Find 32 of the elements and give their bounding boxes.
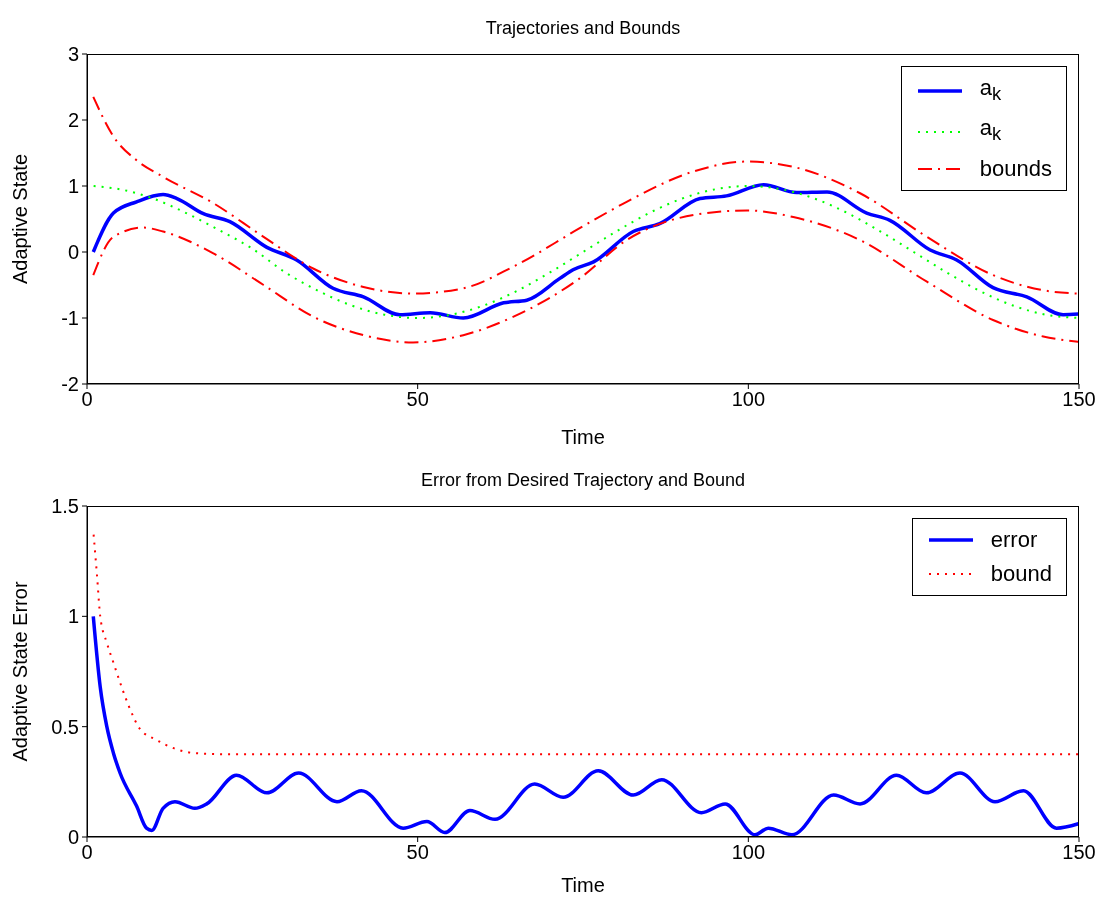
- y-tick-label: 1: [67, 605, 79, 628]
- x-axis-title: Time: [561, 426, 605, 448]
- line-series: [92, 209, 1079, 344]
- y-tick-label: 1: [67, 175, 79, 198]
- y-axis-title: Adaptive State: [9, 153, 32, 285]
- legend-label: a$_{k}$: [979, 74, 1002, 107]
- y-tick-label: 1.5: [51, 495, 79, 518]
- chart-title: Error from Desired Trajectory and Bound: [419, 470, 747, 491]
- x-tick-label: 150: [1062, 388, 1096, 411]
- legend-label: bounds: [979, 154, 1052, 183]
- x-tick-label: 100: [731, 841, 766, 864]
- y-tick-label: -1: [61, 307, 79, 330]
- y-tick-label: 0.5: [51, 715, 79, 738]
- legend-label: error: [990, 526, 1038, 554]
- y-axis-title: Adaptive State Error: [9, 581, 32, 762]
- y-tick-label: 3: [67, 43, 79, 66]
- y-tick-label: 0: [67, 241, 79, 264]
- line-series: [92, 533, 1079, 756]
- line-series: [91, 614, 1079, 837]
- x-tick-label: 50: [406, 388, 429, 411]
- x-tick-label: 0: [81, 841, 93, 864]
- x-tick-label: 0: [81, 388, 93, 411]
- x-tick-label: 50: [406, 841, 429, 864]
- y-tick-label: 0: [67, 826, 79, 849]
- chart-title: Trajectories and Bounds: [484, 18, 682, 39]
- x-tick-label: 150: [1062, 841, 1096, 864]
- y-tick-label: -2: [61, 373, 79, 396]
- legend-label: bound: [990, 560, 1052, 588]
- legend-label: a$_{k}$: [979, 114, 1002, 147]
- y-tick-label: 2: [67, 109, 79, 132]
- x-axis-title: Time: [561, 874, 605, 896]
- x-tick-label: 100: [731, 388, 766, 411]
